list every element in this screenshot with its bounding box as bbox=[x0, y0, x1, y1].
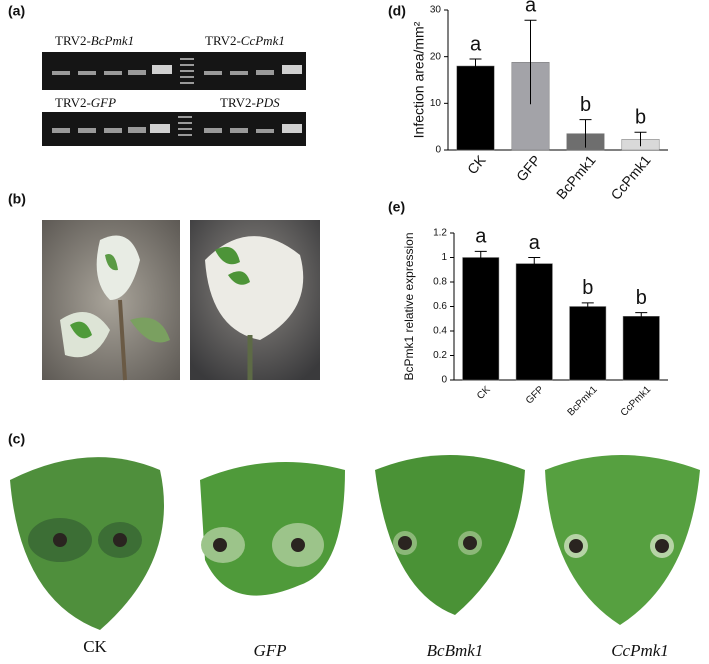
gel-label: TRV2-PDS bbox=[220, 95, 280, 110]
error-bar bbox=[474, 250, 487, 264]
significance-letter: a bbox=[475, 226, 487, 248]
error-bar bbox=[634, 131, 647, 147]
panel-label: (d) bbox=[388, 3, 406, 19]
bar bbox=[515, 263, 553, 381]
significance-letter: a bbox=[470, 33, 482, 55]
error-bar bbox=[524, 19, 537, 105]
bar bbox=[569, 306, 607, 381]
y-tick-label: 1 bbox=[441, 252, 447, 263]
significance-letter: a bbox=[525, 0, 537, 17]
y-tick-label: 20 bbox=[430, 51, 442, 62]
panel-label: (e) bbox=[388, 199, 405, 215]
significance-letter: a bbox=[529, 232, 541, 254]
x-tick-label: BcPmk1 bbox=[553, 152, 599, 202]
x-tick-label: GFP bbox=[513, 152, 544, 184]
x-tick-label: GFP bbox=[524, 384, 547, 407]
significance-letter: b bbox=[636, 287, 647, 309]
y-axis-label: BcPmk1 relative expression bbox=[402, 232, 416, 380]
bar bbox=[622, 316, 660, 381]
leaf-photo bbox=[10, 457, 164, 630]
leaf-label: CcPmk1 bbox=[611, 641, 669, 660]
panel-label: (c) bbox=[8, 431, 25, 447]
bar bbox=[456, 65, 495, 151]
y-axis-label: Infection area/mm² bbox=[411, 21, 427, 138]
leaf-photo bbox=[200, 462, 345, 596]
panel-label: (a) bbox=[8, 3, 25, 19]
error-bar bbox=[581, 302, 594, 311]
gel-label: TRV2-GFP bbox=[55, 95, 116, 110]
y-tick-label: 0.6 bbox=[433, 301, 447, 312]
x-tick-label: CK bbox=[475, 384, 493, 402]
error-bar bbox=[528, 257, 541, 270]
y-tick-label: 0 bbox=[435, 145, 441, 156]
x-tick-label: BcPmk1 bbox=[566, 384, 600, 418]
leaf-photo bbox=[375, 455, 525, 615]
y-tick-label: 10 bbox=[430, 98, 442, 109]
panel-label: (b) bbox=[8, 191, 26, 207]
significance-letter: b bbox=[580, 94, 591, 116]
y-tick-label: 0 bbox=[441, 375, 447, 386]
bar bbox=[462, 257, 500, 381]
leaf-label: CK bbox=[83, 637, 107, 656]
y-tick-label: 0.4 bbox=[433, 326, 447, 337]
gel-label: TRV2-BcPmk1 bbox=[55, 33, 134, 48]
significance-letter: b bbox=[582, 277, 593, 299]
gel-label: TRV2-CcPmk1 bbox=[205, 33, 285, 48]
x-tick-label: CcPmk1 bbox=[607, 152, 653, 203]
leaf-label: GFP bbox=[253, 641, 286, 660]
significance-letter: b bbox=[635, 107, 646, 129]
y-tick-label: 30 bbox=[430, 5, 442, 16]
leaf-photo bbox=[545, 455, 700, 625]
x-tick-label: CK bbox=[464, 152, 489, 178]
error-bar bbox=[469, 58, 482, 73]
leaf-label: BcBmk1 bbox=[427, 641, 484, 660]
y-tick-label: 0.2 bbox=[433, 350, 447, 361]
x-tick-label: CcPmk1 bbox=[619, 384, 654, 419]
gel-bands bbox=[52, 58, 302, 136]
plant-photo bbox=[42, 220, 180, 381]
plant-photo bbox=[190, 220, 320, 380]
y-tick-label: 0.8 bbox=[433, 277, 447, 288]
error-bar bbox=[635, 312, 648, 320]
y-tick-label: 1.2 bbox=[433, 228, 447, 239]
error-bar bbox=[579, 119, 592, 148]
